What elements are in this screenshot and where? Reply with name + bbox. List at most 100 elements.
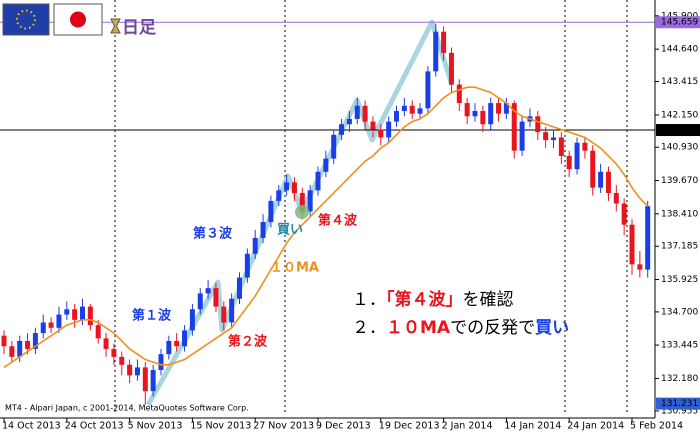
x-tick-label: 24 Jan 2014	[567, 421, 624, 432]
candle-body	[511, 103, 517, 151]
candle-body	[87, 306, 93, 326]
candle-body	[558, 137, 564, 156]
candle-body	[339, 124, 345, 135]
candle-body	[260, 222, 266, 238]
candle-body	[315, 171, 321, 191]
annotation: 第４波	[318, 213, 358, 229]
hourglass-icon	[110, 18, 121, 34]
candle-body	[48, 322, 54, 328]
marker-lines	[114, 0, 628, 415]
candle-body	[433, 31, 439, 72]
candle-body	[456, 84, 462, 104]
note-part: 「第４波」	[386, 289, 463, 310]
candle-body	[64, 309, 70, 315]
eu-flag	[2, 3, 50, 36]
candle-body	[127, 364, 133, 376]
candle-body	[590, 150, 596, 188]
candle-body	[535, 116, 541, 133]
candle-body	[386, 121, 392, 138]
x-tick-label: 27 Nov 2013	[253, 421, 314, 432]
x-tick-label: 2 Jan 2014	[442, 421, 493, 432]
price-box-label: 145.659	[661, 18, 698, 28]
candle-body	[551, 137, 556, 141]
candle-body	[244, 253, 250, 278]
candle-body	[409, 105, 415, 114]
note-part: １０MA	[386, 318, 451, 338]
y-tick-label: 138.410	[661, 209, 698, 219]
candle-body	[237, 277, 242, 299]
candle-body	[25, 340, 31, 349]
price-box	[656, 16, 700, 29]
candle-body	[629, 224, 635, 265]
x-tick-label: 5 Feb 2014	[630, 421, 683, 432]
candle-body	[182, 330, 188, 347]
footer: MT4 - Alpari Japan, c 2001-2014, MetaQuo…	[5, 404, 249, 413]
x-tick-label: 19 Dec 2013	[379, 421, 440, 432]
y-tick-label: 137.185	[661, 242, 698, 252]
candle-body	[519, 121, 525, 151]
plot	[0, 21, 655, 405]
candle-body	[543, 132, 549, 141]
note-part: 買い	[535, 318, 569, 338]
candle-body	[95, 325, 101, 339]
candle-body	[496, 103, 502, 114]
candle-body	[370, 121, 376, 130]
candle-body	[229, 298, 235, 323]
candle-body	[401, 105, 407, 112]
candle-body	[1, 335, 7, 347]
eu-flag-stars	[16, 9, 36, 30]
jp-flag-sun	[70, 11, 86, 28]
annotation: 買い	[277, 223, 303, 238]
annotation: 第２波	[228, 334, 268, 350]
candle-body	[213, 288, 219, 307]
annotation: １０MA	[270, 261, 319, 276]
candle-body	[142, 367, 148, 392]
eu-flag-field	[2, 3, 50, 36]
candle-body	[72, 309, 78, 320]
bid-box	[656, 397, 700, 410]
candle-body	[56, 314, 62, 328]
candle-body	[394, 111, 399, 122]
x-tick-label: 14 Oct 2013	[2, 421, 61, 432]
note-part: １．	[352, 290, 386, 310]
candle-body	[425, 71, 431, 109]
note-line: ２．１０MAでの反発で買い	[352, 318, 569, 338]
candle-body	[103, 338, 109, 349]
candle-body	[480, 111, 486, 125]
candle-body	[40, 322, 46, 334]
x-tick-label: 9 Dec 2013	[316, 421, 371, 432]
timeframe: 日足	[122, 18, 156, 38]
candle-body	[354, 105, 360, 119]
candle-body	[252, 237, 258, 254]
candle-body	[276, 190, 282, 201]
candle-body	[323, 158, 329, 172]
candle-body	[605, 171, 611, 193]
x-tick-label: 5 Nov 2013	[128, 421, 183, 432]
y-tick-label: 133.445	[661, 341, 698, 351]
y-tick-label: 130.955	[661, 406, 698, 416]
y-tick-label: 134.700	[661, 307, 698, 317]
bid-label: 131.231	[661, 399, 698, 409]
candle-body	[17, 340, 23, 357]
y-tick-label: 142.150	[661, 110, 698, 120]
x-tick-label: 15 Nov 2013	[190, 421, 251, 432]
candle-body	[299, 192, 305, 212]
y-tick-label: 144.640	[661, 45, 698, 55]
note-part: ２．	[352, 318, 386, 338]
candle-body	[566, 155, 572, 170]
candle-body	[331, 134, 337, 159]
candle-body	[9, 346, 15, 357]
candle-body	[32, 333, 38, 349]
candle-body	[417, 108, 423, 114]
candle-body	[197, 293, 203, 310]
candle-body	[205, 288, 211, 294]
candle-body	[503, 103, 509, 114]
y-tick-label: 140.930	[661, 143, 698, 153]
candle-body	[284, 182, 290, 191]
candle-body	[598, 171, 604, 188]
candle-body	[441, 31, 447, 53]
candle-body	[472, 111, 478, 117]
candle-body	[80, 306, 85, 320]
candle-body	[119, 356, 125, 365]
